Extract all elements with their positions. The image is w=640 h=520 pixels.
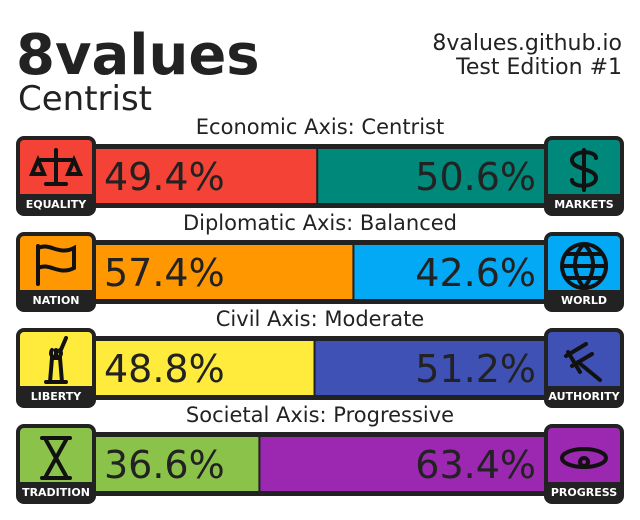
- bar-right: [313, 339, 547, 397]
- icon-caption-bg: [548, 194, 620, 212]
- axis-label: Diplomatic Axis: Balanced: [183, 211, 457, 235]
- value-label-right: 50.6%: [415, 155, 536, 199]
- icon-glyph: [564, 342, 602, 382]
- bar-right: [258, 435, 547, 493]
- title: 8values: [16, 23, 260, 88]
- bar-left: [93, 339, 316, 397]
- bar-right: [316, 147, 547, 205]
- value-label-right: 51.2%: [415, 347, 536, 391]
- bar-left: [93, 435, 261, 493]
- icon-caption: MARKETS: [554, 198, 613, 211]
- axis-label: Civil Axis: Moderate: [216, 307, 424, 331]
- site: 8values.github.io: [432, 31, 622, 56]
- value-label-left: 36.6%: [104, 443, 225, 487]
- icon-caption: EQUALITY: [26, 198, 88, 211]
- subtitle: Centrist: [18, 79, 152, 119]
- icon-caption-bg: [20, 482, 92, 500]
- icon-glyph: [36, 244, 76, 286]
- icon-caption: TRADITION: [22, 486, 90, 499]
- icon-caption: AUTHORITY: [548, 390, 620, 403]
- icon-caption: PROGRESS: [551, 486, 617, 499]
- bar-right: [352, 243, 547, 301]
- icon-caption-bg: [548, 482, 620, 500]
- value-label-right: 42.6%: [415, 251, 536, 295]
- icon-caption-bg: [548, 386, 620, 404]
- icon-caption-bg: [20, 194, 92, 212]
- value-label-left: 57.4%: [104, 251, 225, 295]
- bar-left: [93, 243, 355, 301]
- axis-label: Societal Axis: Progressive: [186, 403, 454, 427]
- icon-glyph: [40, 436, 72, 480]
- icon-glyph: [569, 148, 599, 192]
- edition: Test Edition #1: [455, 55, 622, 80]
- icon-glyph: [44, 336, 68, 384]
- value-label-left: 49.4%: [104, 155, 225, 199]
- icon-caption-bg: [20, 386, 92, 404]
- icon-glyph: [560, 447, 609, 469]
- value-label-left: 48.8%: [104, 347, 225, 391]
- icon-caption-bg: [548, 290, 620, 308]
- value-label-right: 63.4%: [415, 443, 536, 487]
- icon-glyph: [28, 148, 84, 186]
- icon-caption-bg: [20, 290, 92, 308]
- icon-caption: LIBERTY: [31, 390, 82, 403]
- icon-caption: WORLD: [561, 294, 607, 307]
- icon-glyph: [560, 242, 609, 290]
- icon-caption: NATION: [32, 294, 79, 307]
- axis-label: Economic Axis: Centrist: [196, 115, 444, 139]
